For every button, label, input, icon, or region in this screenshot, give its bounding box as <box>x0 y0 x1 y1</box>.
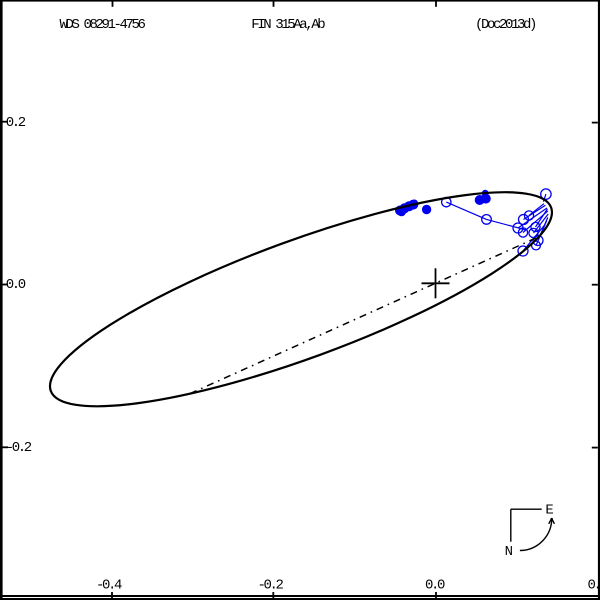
svg-text:-0.2: -0.2 <box>258 577 284 593</box>
svg-text:WDS 08291-4756: WDS 08291-4756 <box>60 17 146 33</box>
svg-text:(Doc2013d): (Doc2013d) <box>475 17 536 33</box>
svg-text:N: N <box>505 544 513 560</box>
svg-text:FIN 315Aa,Ab: FIN 315Aa,Ab <box>251 17 325 33</box>
svg-text:0.0: 0.0 <box>6 277 26 293</box>
svg-text:0.0: 0.0 <box>425 577 445 593</box>
svg-text:0.2: 0.2 <box>588 577 600 593</box>
svg-text:E: E <box>545 503 553 519</box>
svg-text:0.2: 0.2 <box>6 115 26 131</box>
svg-text:-0.2: -0.2 <box>6 440 32 456</box>
svg-text:-0.4: -0.4 <box>96 577 122 593</box>
